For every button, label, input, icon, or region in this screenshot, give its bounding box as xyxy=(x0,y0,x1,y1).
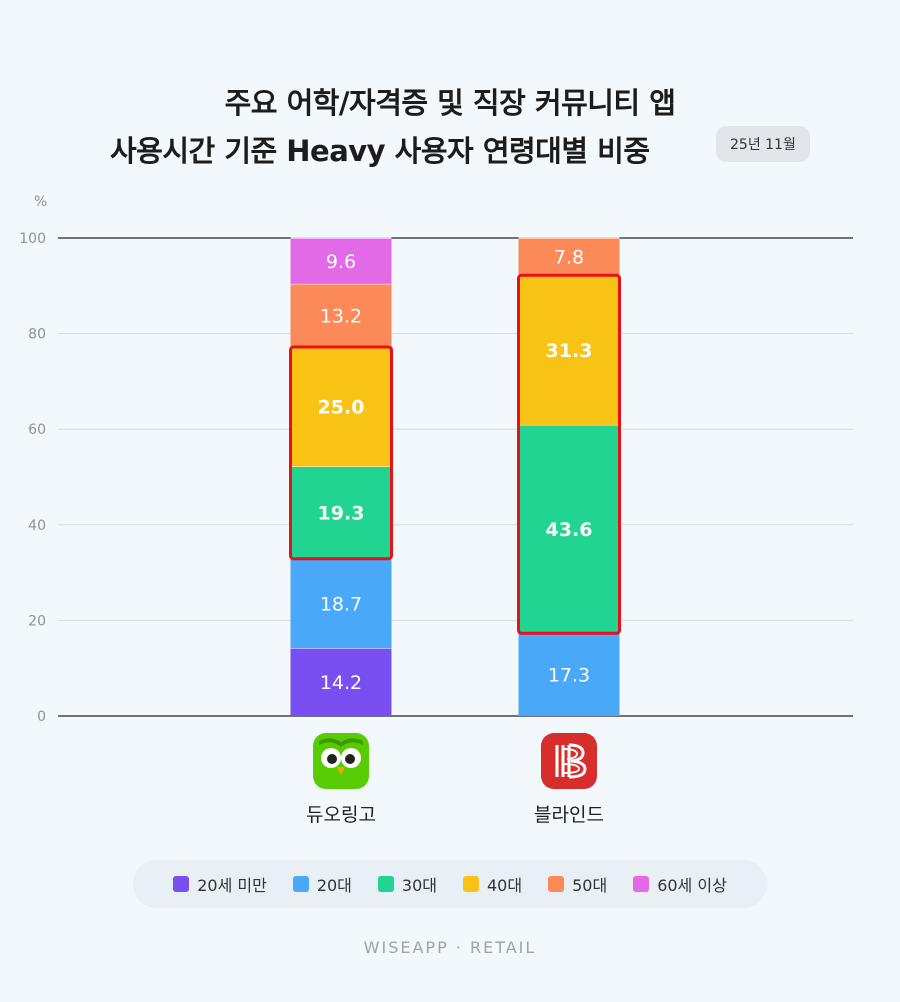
legend-label: 50대 xyxy=(572,876,608,895)
legend-item: 40대 xyxy=(463,872,522,896)
legend-item: 30대 xyxy=(377,872,437,896)
blind-logo-icon xyxy=(541,733,597,789)
y-tick-label: 0 xyxy=(37,709,46,725)
data-label: 31.3 xyxy=(546,340,593,362)
y-tick-label: 40 xyxy=(28,518,46,534)
date-badge: 25년 11월 xyxy=(716,126,810,162)
app-label-blind: 블라인드 xyxy=(534,804,604,826)
bar-segment xyxy=(290,648,392,716)
legend-swatch xyxy=(463,876,479,892)
highlight-frame xyxy=(289,345,393,561)
bar-segment xyxy=(518,633,620,716)
data-label: 19.3 xyxy=(318,503,365,525)
legend-item: 50대 xyxy=(548,872,607,896)
data-label: 17.3 xyxy=(548,665,590,687)
chart-title-line1: 주요 어학/자격증 및 직장 커뮤니티 앱 xyxy=(224,86,676,120)
bar-segment xyxy=(290,558,392,649)
bar-segment xyxy=(290,238,392,284)
data-label: 9.6 xyxy=(326,251,356,273)
footer-watermark: WISEAPP · RETAIL xyxy=(363,938,537,957)
legend-item: 60세 이상 xyxy=(633,872,727,896)
legend-swatch xyxy=(377,876,394,892)
legend-swatch xyxy=(173,876,190,892)
legend-label: 40대 xyxy=(487,876,523,895)
bar-segment xyxy=(518,238,620,276)
legend-swatch xyxy=(633,876,650,892)
legend-label: 60세 이상 xyxy=(657,876,727,895)
y-tick-label: 60 xyxy=(28,422,46,438)
bar-segment xyxy=(518,424,620,634)
bar-segment xyxy=(518,275,620,425)
chart-title-line2: 사용시간 기준 Heavy 사용자 연령대별 비중 xyxy=(110,134,650,168)
bar-segment xyxy=(290,346,392,467)
stacked-bar-chart: % 0 20 40 60 80 100 14.2 18.7 19.3 25.0 13.2 9.6 17.3… xyxy=(19,194,853,725)
legend-item: 20세 미만 xyxy=(173,872,267,896)
y-tick-label: 20 xyxy=(28,613,46,629)
duolingo-owl-icon xyxy=(313,733,369,789)
data-label: 13.2 xyxy=(320,305,362,327)
legend-label: 20대 xyxy=(316,876,352,895)
y-tick-label: 100 xyxy=(19,231,46,247)
legend-swatch xyxy=(548,876,565,892)
data-label: 25.0 xyxy=(318,397,365,419)
legend-label: 20세 미만 xyxy=(197,876,267,895)
bar-segment xyxy=(290,466,392,559)
legend-label: 30대 xyxy=(401,876,437,895)
highlight-frame xyxy=(517,273,621,635)
legend-swatch xyxy=(292,876,309,892)
chart-legend: 20세 미만 20대 30대 40대 50대 60세 이상 xyxy=(133,860,767,908)
data-label: 14.2 xyxy=(320,672,362,694)
app-label-duolingo: 듀오링고 xyxy=(306,804,376,826)
data-label: 18.7 xyxy=(320,593,362,615)
y-axis-unit-label: % xyxy=(34,194,47,210)
legend-item: 20대 xyxy=(292,872,352,896)
y-tick-label: 80 xyxy=(28,327,46,343)
bar-segment xyxy=(290,283,392,347)
data-label: 7.8 xyxy=(554,247,584,269)
data-label: 43.6 xyxy=(546,519,593,541)
